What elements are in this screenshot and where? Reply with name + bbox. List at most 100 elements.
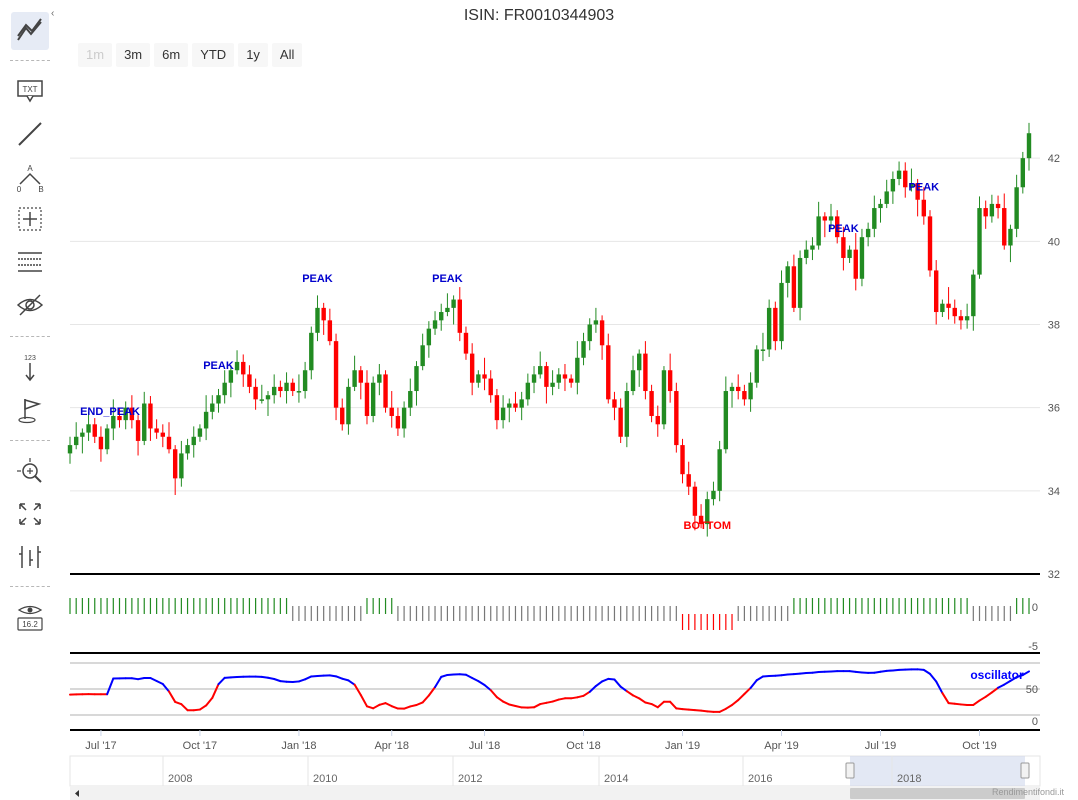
oscillator-line-segment xyxy=(378,702,387,706)
oscillator-line-segment xyxy=(941,692,950,705)
oscillator-line-segment xyxy=(576,694,585,699)
crosshair-tool-icon[interactable] xyxy=(11,200,49,238)
x-tick-label: Jul '17 xyxy=(85,740,116,752)
candle-body xyxy=(247,374,252,387)
candle-body xyxy=(67,445,73,454)
candle-body xyxy=(148,403,153,429)
candle-body xyxy=(841,237,846,258)
range-button-all[interactable]: All xyxy=(271,43,303,67)
oscillator-line-segment xyxy=(687,708,696,712)
candle-body xyxy=(364,382,370,416)
candle-body xyxy=(952,307,957,317)
collapse-toolbar-icon[interactable]: ‹ xyxy=(51,8,55,19)
candle-body xyxy=(296,391,302,393)
horizontal-lines-icon[interactable] xyxy=(11,243,49,281)
indicators-icon[interactable] xyxy=(11,12,49,50)
candle-body xyxy=(667,370,673,392)
x-tick-label: Oct '18 xyxy=(566,740,601,752)
oscillator-line-segment xyxy=(477,680,486,687)
hide-annotations-icon[interactable] xyxy=(11,286,49,324)
oscillator-line-segment xyxy=(978,695,987,702)
candle-body xyxy=(160,432,166,437)
oscillator-line-segment xyxy=(681,708,690,711)
candle-body xyxy=(810,245,815,250)
zoom-tool-icon[interactable] xyxy=(11,452,49,490)
candle-body xyxy=(340,407,345,425)
svg-text:A: A xyxy=(27,164,33,173)
scroll-left-icon[interactable] xyxy=(75,790,79,797)
candle-body xyxy=(389,407,394,416)
navigator-left-handle[interactable] xyxy=(845,762,855,779)
candle-body xyxy=(575,357,580,383)
range-button-1y[interactable]: 1y xyxy=(238,43,268,67)
oscillator-line-segment xyxy=(359,694,368,708)
oscillator-line-segment xyxy=(959,703,969,706)
oscillator-line-segment xyxy=(891,668,901,672)
candle-body xyxy=(544,366,549,387)
x-axis: Jul '17 Oct '17 Jan '18 Apr '18 Jul '18 Oct '… xyxy=(85,730,997,752)
candle-body xyxy=(482,374,487,379)
oscillator-label: oscillator xyxy=(970,668,1024,682)
signal-pane: 0 -5 xyxy=(69,598,1040,654)
annotation-peak: PEAK xyxy=(432,273,463,285)
candle-body xyxy=(736,386,741,392)
oscillator-line-segment xyxy=(935,680,944,695)
candle-body xyxy=(265,395,271,400)
annotation-peak: PEAK xyxy=(909,181,940,193)
annotation-peak: PEAK xyxy=(828,223,859,235)
scrollbar xyxy=(70,787,1040,800)
candle-body xyxy=(135,420,141,441)
range-button-3m[interactable]: 3m xyxy=(116,43,151,67)
line-tool-icon[interactable] xyxy=(11,115,49,153)
oscillator-line-segment xyxy=(811,671,820,674)
range-button-ytd[interactable]: YTD xyxy=(192,43,235,67)
oscillator-line-segment xyxy=(471,676,480,683)
oscillator-line-segment xyxy=(644,701,653,706)
candle-body xyxy=(370,382,376,416)
oscillator-line-segment xyxy=(211,683,220,699)
candle-body xyxy=(228,370,234,383)
fullscreen-icon[interactable] xyxy=(11,495,49,533)
navigator-right-handle[interactable] xyxy=(1020,762,1030,779)
scrollbar-thumb[interactable] xyxy=(850,788,1025,799)
oscillator-line-segment xyxy=(106,677,115,696)
oscillator-line-segment xyxy=(706,710,715,713)
text-annotation-icon[interactable]: TXT xyxy=(11,72,49,110)
candle-body xyxy=(476,374,481,383)
candle-body xyxy=(940,303,945,313)
flag-tool-icon[interactable] xyxy=(11,391,49,429)
oscillator-line-segment xyxy=(879,669,888,673)
oscillator-line-segment xyxy=(1021,670,1030,676)
candle-body xyxy=(216,395,221,404)
candle-body xyxy=(507,403,512,408)
candle-body xyxy=(804,249,809,258)
oscillator-line-segment xyxy=(656,700,665,709)
candle-body xyxy=(414,366,419,392)
measure-tool-icon[interactable]: A 0 B xyxy=(11,158,49,196)
candle-body xyxy=(377,374,382,383)
oscillator-line-segment xyxy=(304,675,313,681)
annotation-peak: PEAK xyxy=(302,273,333,285)
candle-body xyxy=(154,428,159,433)
range-button-1m[interactable]: 1m xyxy=(78,43,113,67)
candle-body xyxy=(655,415,660,425)
candle-body xyxy=(271,386,277,396)
oscillator-line-segment xyxy=(137,677,146,681)
vertical-counter-icon[interactable]: 123 xyxy=(11,348,49,386)
candle-body xyxy=(612,399,617,408)
oscillator-line-segment xyxy=(328,674,338,678)
candle-body xyxy=(426,328,432,346)
candle-body xyxy=(606,345,611,400)
oscillator-line-segment xyxy=(384,702,393,708)
current-price-indicator-icon[interactable]: 16.2 xyxy=(11,598,49,636)
oscillator-line-segment xyxy=(613,678,622,688)
candle-body xyxy=(989,203,995,217)
oscillator-line-segment xyxy=(990,686,1000,694)
signal-tick-label: 0 xyxy=(1032,602,1038,614)
candle-body xyxy=(352,370,357,387)
candle-body xyxy=(587,324,592,342)
range-button-6m[interactable]: 6m xyxy=(154,43,189,67)
series-type-icon[interactable] xyxy=(11,538,49,576)
candle-body xyxy=(958,316,964,321)
